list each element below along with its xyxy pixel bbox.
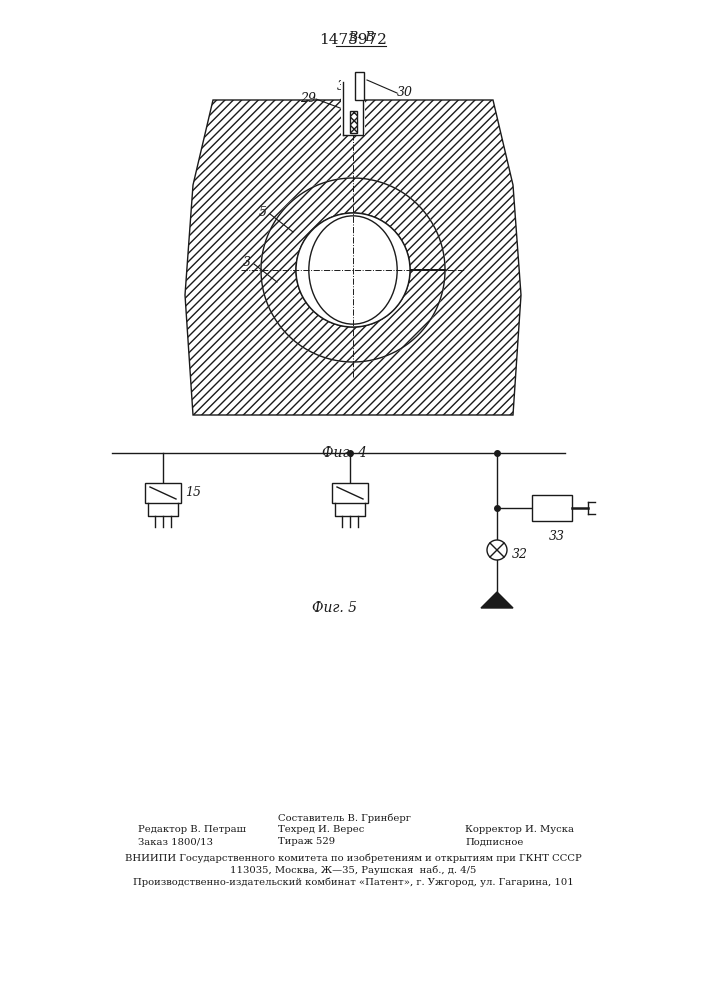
Text: Корректор И. Муска: Корректор И. Муска [465, 826, 574, 834]
Text: 33: 33 [549, 530, 565, 543]
Circle shape [296, 213, 410, 327]
Text: Техред И. Верес: Техред И. Верес [278, 826, 364, 834]
Text: 31: 31 [337, 80, 353, 93]
Text: 5: 5 [259, 206, 267, 219]
Text: Тираж 529: Тираж 529 [278, 838, 335, 846]
Text: 28: 28 [339, 91, 355, 104]
Polygon shape [481, 592, 513, 608]
Bar [532, 495, 572, 521]
Bar [349, 111, 356, 133]
Text: Производственно-издательский комбинат «Патент», г. Ужгород, ул. Гагарина, 101: Производственно-издательский комбинат «П… [133, 877, 573, 887]
Text: Фиг. 5: Фиг. 5 [312, 601, 358, 615]
Text: 1473972: 1473972 [319, 33, 387, 47]
Bar [145, 483, 181, 503]
Text: ВНИИПИ Государственного комитета по изобретениям и открытиям при ГКНТ СССР: ВНИИПИ Государственного комитета по изоб… [124, 853, 581, 863]
Text: 15: 15 [185, 487, 201, 499]
Text: 3: 3 [243, 255, 251, 268]
Text: Заказ 1800/13: Заказ 1800/13 [138, 838, 213, 846]
Circle shape [261, 178, 445, 362]
Bar [332, 483, 368, 503]
Text: 30: 30 [397, 86, 413, 99]
Text: Подписное: Подписное [465, 838, 523, 846]
Polygon shape [185, 100, 521, 415]
Ellipse shape [309, 216, 397, 324]
Text: Фиг. 4: Фиг. 4 [322, 446, 368, 460]
Text: Составитель В. Гринберг: Составитель В. Гринберг [278, 813, 411, 823]
Circle shape [487, 540, 507, 560]
Text: 32: 32 [512, 548, 528, 562]
Bar [341, 80, 365, 135]
Polygon shape [261, 178, 445, 362]
Bar [355, 72, 364, 100]
Text: Редактор В. Петраш: Редактор В. Петраш [138, 826, 246, 834]
Text: 113035, Москва, Ж—35, Раушская  наб., д. 4/5: 113035, Москва, Ж—35, Раушская наб., д. … [230, 865, 477, 875]
Text: 29: 29 [300, 92, 316, 104]
Text: В- В: В- В [348, 31, 374, 44]
